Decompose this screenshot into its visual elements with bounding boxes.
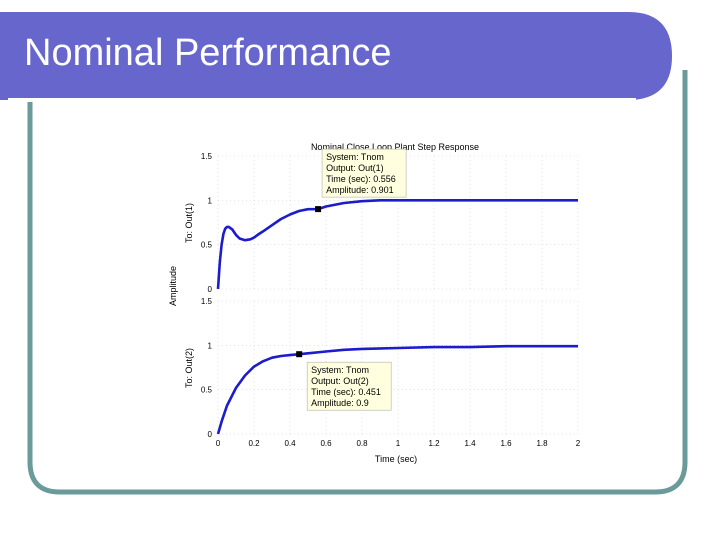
datatip-line: Amplitude: 0.901 — [326, 185, 394, 195]
y-tick-label: 1.5 — [201, 152, 213, 161]
slide-title: Nominal Performance — [24, 32, 392, 74]
datatip-line: System: Tnom — [311, 365, 369, 375]
datatip-marker[interactable] — [315, 206, 322, 213]
panel-1-datatip[interactable]: System: Tnom Output: Out(1) Time (sec): 0.… — [315, 148, 407, 213]
datatip-box — [306, 361, 392, 411]
x-tick-label: 1.8 — [536, 439, 548, 448]
x-tick-label: 0.6 — [320, 439, 332, 448]
datatip-box — [321, 148, 407, 198]
panel-2-series — [216, 344, 578, 435]
datatip-line: Time (sec): 0.451 — [311, 387, 381, 397]
series-line — [216, 199, 578, 290]
y-tick-label: 1 — [208, 196, 213, 205]
panel-2-ylabel: To: Out(2) — [184, 348, 194, 388]
datatip-text: System: Tnom Output: Out(2) Time (sec): 0.… — [311, 365, 381, 408]
y-tick-label: 0.5 — [201, 386, 213, 395]
datatip-marker[interactable] — [296, 351, 303, 358]
panel-1-series — [216, 199, 578, 290]
panel-1-ylabel: To: Out(1) — [184, 203, 194, 243]
x-tick-label: 0 — [216, 439, 221, 448]
y-tick-label: 0 — [208, 430, 213, 439]
panel-1: 0 0.5 1 1.5 To: Out(1) System: Tnom Output: … — [184, 148, 579, 294]
x-tick-label: 1.4 — [464, 439, 476, 448]
step-response-chart: Nominal Close Loop Plant Step Response A… — [168, 142, 581, 464]
panel-2-grid — [217, 300, 579, 435]
x-tick-label: 0.8 — [356, 439, 368, 448]
y-tick-label: 1 — [208, 341, 213, 350]
y-tick-label: 0.5 — [201, 241, 213, 250]
datatip-line: System: Tnom — [326, 152, 384, 162]
panel-2: 0 0.5 1 1.5 To: Out(2) System: Tnom Output: … — [184, 297, 579, 439]
x-tick-label: 2 — [576, 439, 581, 448]
title-bar — [0, 12, 672, 100]
datatip-line: Output: Out(2) — [311, 376, 369, 386]
series-line — [216, 344, 578, 435]
x-tick-label: 1.6 — [500, 439, 512, 448]
x-tick-label: 0.2 — [248, 439, 260, 448]
datatip-line: Amplitude: 0.9 — [311, 398, 369, 408]
datatip-text: System: Tnom Output: Out(1) Time (sec): 0.… — [326, 152, 396, 195]
panel-2-y-ticks: 0 0.5 1 1.5 — [201, 297, 213, 439]
y-tick-label: 1.5 — [201, 297, 213, 306]
x-axis-label: Time (sec) — [375, 454, 417, 464]
y-axis-label: Amplitude — [168, 266, 178, 306]
datatip-line: Output: Out(1) — [326, 163, 384, 173]
datatip-line: Time (sec): 0.556 — [326, 174, 396, 184]
content-frame-border — [27, 70, 688, 495]
x-tick-label: 0.4 — [284, 439, 296, 448]
panel-1-y-ticks: 0 0.5 1 1.5 — [201, 152, 213, 294]
y-tick-label: 0 — [208, 285, 213, 294]
panel-2-datatip[interactable]: System: Tnom Output: Out(2) Time (sec): 0.… — [296, 351, 392, 411]
x-tick-label: 1 — [396, 439, 401, 448]
x-tick-label: 1.2 — [428, 439, 440, 448]
chart-title: Nominal Close Loop Plant Step Response — [311, 142, 479, 152]
x-ticks: 0 0.2 0.4 0.6 0.8 1 1.2 1.4 1.6 1.8 2 — [216, 439, 581, 448]
